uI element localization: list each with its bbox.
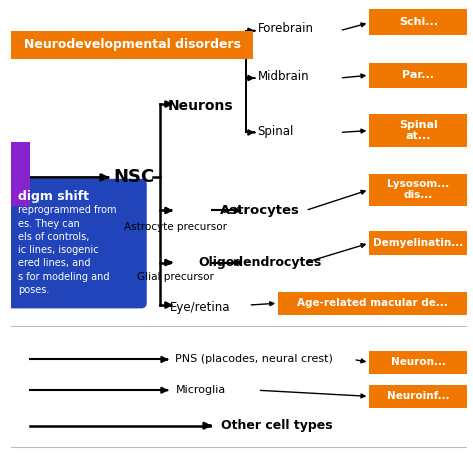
Text: Neurons: Neurons (168, 99, 233, 114)
Text: Oligodendrocytes: Oligodendrocytes (198, 256, 322, 269)
Text: Microglia: Microglia (175, 385, 226, 395)
FancyBboxPatch shape (369, 231, 467, 255)
Text: Forebrain: Forebrain (258, 22, 314, 35)
Text: Par...: Par... (402, 70, 434, 80)
Text: poses.: poses. (18, 285, 50, 295)
FancyBboxPatch shape (6, 179, 147, 308)
Text: ic lines, isogenic: ic lines, isogenic (18, 245, 99, 255)
Text: Eye/retina: Eye/retina (170, 301, 231, 314)
FancyBboxPatch shape (0, 142, 30, 206)
Text: Neuroinf...: Neuroinf... (387, 391, 449, 402)
Text: Demyelinatin...: Demyelinatin... (373, 238, 464, 248)
Text: els of controls,: els of controls, (18, 232, 89, 242)
Text: Glial precursor: Glial precursor (137, 272, 214, 282)
FancyBboxPatch shape (369, 174, 467, 206)
Text: Astrocyte precursor: Astrocyte precursor (124, 222, 227, 232)
Text: Age-related macular de...: Age-related macular de... (297, 298, 448, 308)
Text: digm shift: digm shift (18, 190, 89, 203)
FancyBboxPatch shape (278, 292, 467, 315)
Text: ered lines, and: ered lines, and (18, 258, 91, 269)
Text: s for modeling and: s for modeling and (18, 272, 110, 282)
Text: Other cell types: Other cell types (221, 419, 333, 432)
FancyBboxPatch shape (369, 114, 467, 147)
Text: Lysosom...
dis...: Lysosom... dis... (387, 179, 449, 201)
Text: Midbrain: Midbrain (258, 70, 309, 83)
FancyBboxPatch shape (369, 9, 467, 35)
FancyBboxPatch shape (369, 63, 467, 88)
Text: Neurodevelopmental disorders: Neurodevelopmental disorders (24, 38, 241, 52)
Text: Spinal: Spinal (258, 124, 294, 138)
FancyBboxPatch shape (369, 385, 467, 408)
Text: Neuron...: Neuron... (391, 357, 446, 368)
Text: Spinal
at...: Spinal at... (399, 120, 438, 141)
Text: Schi...: Schi... (399, 18, 438, 27)
FancyBboxPatch shape (11, 31, 253, 59)
Text: NSC: NSC (114, 168, 155, 186)
Text: reprogrammed from: reprogrammed from (18, 205, 117, 216)
FancyBboxPatch shape (369, 351, 467, 374)
Text: es. They can: es. They can (18, 219, 80, 229)
Text: PNS (placodes, neural crest): PNS (placodes, neural crest) (175, 354, 333, 365)
Text: Astrocytes: Astrocytes (220, 204, 300, 217)
